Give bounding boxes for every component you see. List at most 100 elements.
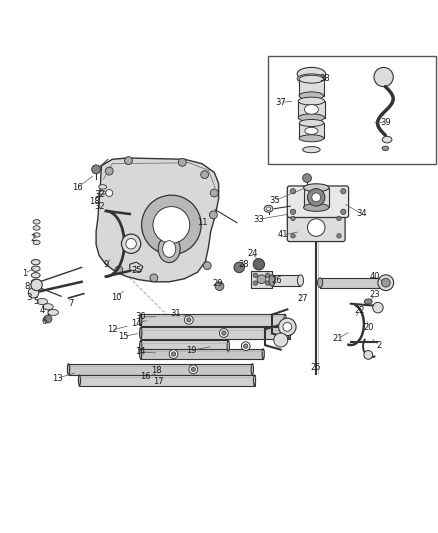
Text: 1: 1 (22, 269, 27, 278)
FancyBboxPatch shape (287, 186, 348, 217)
Circle shape (302, 174, 311, 182)
Text: 13: 13 (52, 374, 63, 383)
Text: 28: 28 (238, 260, 248, 269)
Text: 31: 31 (170, 309, 180, 318)
Ellipse shape (33, 220, 40, 224)
Text: 30: 30 (135, 312, 146, 321)
Text: 2: 2 (31, 233, 36, 243)
Circle shape (191, 367, 195, 372)
Text: 32: 32 (94, 190, 104, 199)
Text: 17: 17 (152, 377, 163, 386)
Ellipse shape (380, 278, 385, 287)
Text: 26: 26 (270, 276, 281, 285)
Circle shape (307, 189, 324, 206)
Ellipse shape (226, 341, 229, 352)
Bar (298, 79, 323, 96)
Circle shape (92, 165, 100, 174)
Circle shape (290, 233, 294, 238)
Circle shape (221, 331, 226, 335)
Text: 38: 38 (318, 74, 329, 83)
Text: 12: 12 (107, 326, 117, 334)
Text: 6: 6 (42, 317, 47, 326)
Ellipse shape (297, 114, 324, 122)
Circle shape (243, 344, 247, 349)
Ellipse shape (33, 233, 40, 237)
Ellipse shape (139, 341, 141, 352)
Text: 15: 15 (118, 332, 128, 341)
Ellipse shape (139, 349, 141, 359)
Ellipse shape (139, 327, 141, 338)
Circle shape (209, 211, 217, 219)
Bar (319, 278, 383, 287)
Text: 7: 7 (68, 299, 73, 308)
Text: 18: 18 (150, 366, 161, 375)
Circle shape (150, 274, 157, 282)
Ellipse shape (381, 146, 388, 150)
Circle shape (278, 318, 295, 336)
Ellipse shape (37, 298, 47, 304)
Circle shape (290, 209, 295, 214)
Circle shape (253, 259, 264, 270)
Circle shape (105, 167, 113, 175)
Ellipse shape (261, 349, 264, 359)
FancyBboxPatch shape (287, 213, 344, 241)
Ellipse shape (162, 241, 175, 257)
Circle shape (265, 273, 269, 278)
Text: 14: 14 (135, 348, 146, 357)
Ellipse shape (298, 135, 323, 142)
Text: 39: 39 (380, 118, 390, 127)
Circle shape (253, 281, 257, 285)
Ellipse shape (67, 364, 70, 375)
Circle shape (124, 157, 132, 165)
Bar (141, 327, 289, 338)
Ellipse shape (297, 97, 324, 105)
Text: 24: 24 (247, 249, 257, 258)
Circle shape (311, 193, 320, 201)
Ellipse shape (304, 104, 318, 114)
Ellipse shape (268, 275, 275, 286)
Ellipse shape (33, 226, 40, 230)
Circle shape (373, 67, 392, 87)
Text: 35: 35 (268, 196, 279, 205)
Ellipse shape (31, 272, 40, 278)
Bar (303, 188, 328, 207)
Text: 25: 25 (310, 362, 320, 372)
Circle shape (44, 315, 52, 323)
Ellipse shape (298, 75, 323, 83)
Circle shape (186, 318, 191, 322)
Ellipse shape (303, 204, 328, 212)
Circle shape (340, 209, 345, 214)
Ellipse shape (304, 127, 317, 134)
Circle shape (126, 238, 136, 249)
Text: 23: 23 (369, 290, 379, 300)
Text: 20: 20 (362, 324, 373, 332)
Circle shape (115, 266, 123, 274)
Circle shape (31, 279, 42, 290)
Circle shape (215, 282, 223, 290)
Polygon shape (96, 158, 218, 282)
Circle shape (336, 233, 340, 238)
Circle shape (241, 342, 250, 351)
Text: 5: 5 (33, 297, 38, 306)
Circle shape (178, 158, 186, 166)
Circle shape (363, 351, 372, 359)
Text: 11: 11 (196, 218, 207, 227)
Circle shape (273, 333, 287, 347)
Ellipse shape (298, 92, 323, 100)
Ellipse shape (253, 375, 255, 385)
Text: 21: 21 (332, 334, 342, 343)
Circle shape (233, 262, 244, 272)
Text: 32: 32 (94, 201, 104, 211)
Bar (298, 123, 323, 138)
Circle shape (377, 275, 393, 290)
Circle shape (340, 189, 345, 194)
Text: 10: 10 (111, 293, 122, 302)
Bar (141, 349, 263, 359)
Text: 22: 22 (353, 306, 364, 315)
Circle shape (141, 195, 201, 255)
Text: 2: 2 (376, 341, 381, 350)
Circle shape (184, 316, 193, 324)
Ellipse shape (257, 275, 265, 284)
Bar (68, 364, 252, 375)
Ellipse shape (303, 184, 328, 192)
